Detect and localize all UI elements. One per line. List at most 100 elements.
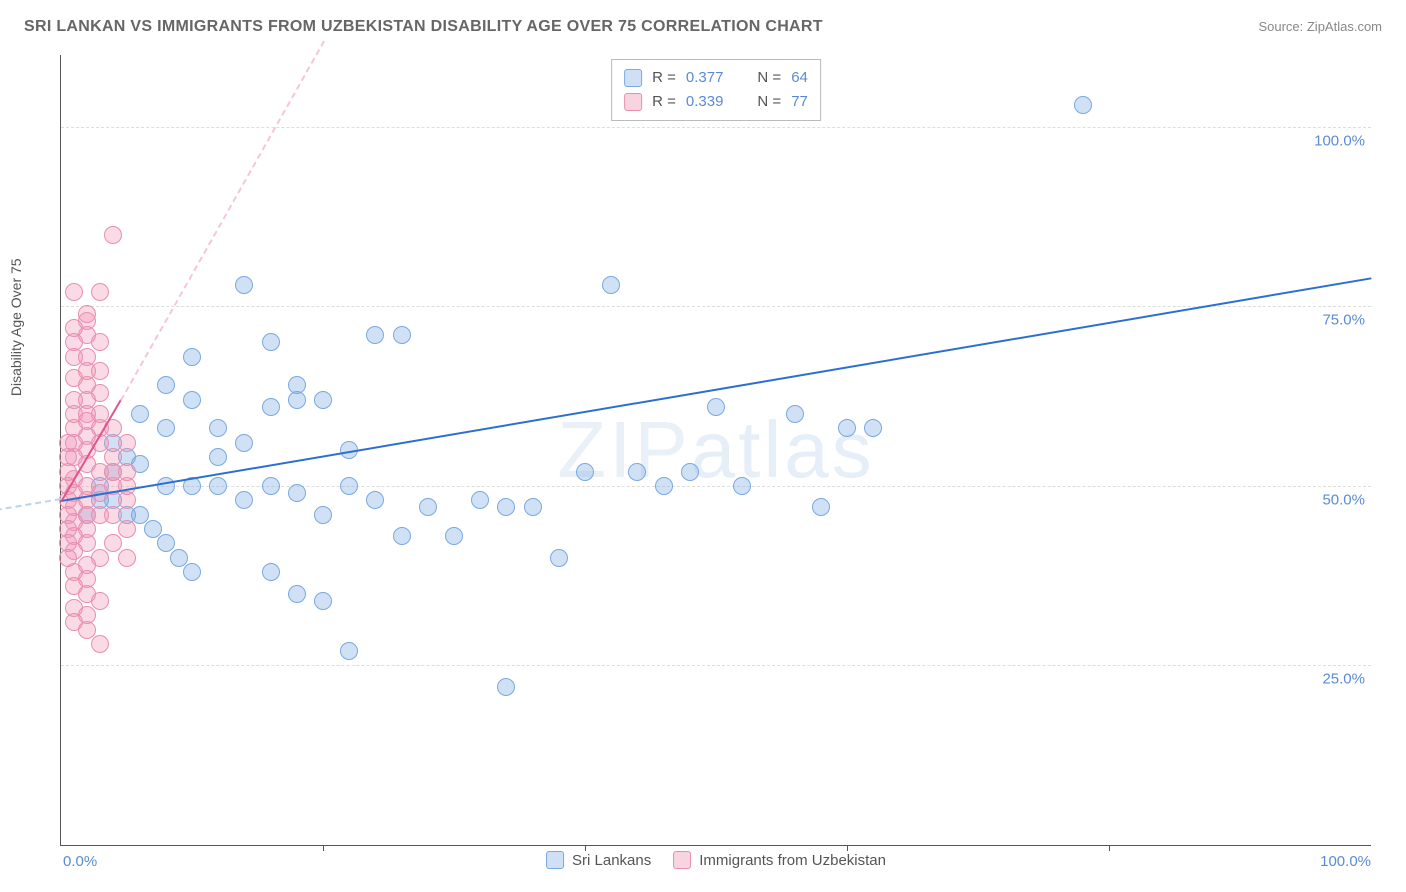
data-point — [104, 448, 122, 466]
data-point — [118, 520, 136, 538]
data-point — [170, 549, 188, 567]
legend-swatch — [546, 851, 564, 869]
data-point — [235, 434, 253, 452]
data-point — [183, 391, 201, 409]
data-point — [104, 506, 122, 524]
source-label: Source: ZipAtlas.com — [1258, 19, 1382, 34]
data-point — [209, 477, 227, 495]
data-point — [209, 448, 227, 466]
data-point — [157, 534, 175, 552]
data-point — [340, 642, 358, 660]
chart-title: SRI LANKAN VS IMMIGRANTS FROM UZBEKISTAN… — [24, 18, 823, 36]
data-point — [235, 491, 253, 509]
plot-wrap: Disability Age Over 75 ZIPatlas R =0.377… — [18, 55, 1388, 875]
data-point — [104, 226, 122, 244]
stats-legend-row: R = 0.377 N = 64 — [624, 66, 808, 90]
data-point — [157, 376, 175, 394]
trend-line — [61, 278, 1371, 503]
data-point — [340, 477, 358, 495]
data-point — [288, 585, 306, 603]
x-tick-label-left: 0.0% — [63, 853, 97, 870]
series-legend: Sri Lankans Immigrants from Uzbekistan — [546, 851, 886, 869]
watermark-atlas: atlas — [691, 405, 875, 494]
data-point — [262, 563, 280, 581]
stats-r-label: R = — [652, 90, 676, 114]
stats-r-value: 0.339 — [686, 90, 724, 114]
data-point — [104, 534, 122, 552]
data-point — [524, 498, 542, 516]
data-point — [602, 276, 620, 294]
x-tick-label-right: 100.0% — [1320, 853, 1371, 870]
data-point — [786, 405, 804, 423]
data-point — [235, 276, 253, 294]
data-point — [314, 506, 332, 524]
data-point — [118, 463, 136, 481]
legend-label: Immigrants from Uzbekistan — [699, 852, 886, 869]
chart-area: ZIPatlas R =0.377N =64R =0.339N =77 Sri … — [60, 55, 1371, 846]
data-point — [393, 326, 411, 344]
data-point — [91, 592, 109, 610]
y-tick-label: 50.0% — [1322, 491, 1365, 508]
stats-n-label: N = — [757, 90, 781, 114]
data-point — [65, 391, 83, 409]
data-point — [262, 398, 280, 416]
data-point — [288, 484, 306, 502]
data-point — [497, 678, 515, 696]
y-axis-label: Disability Age Over 75 — [8, 258, 24, 396]
data-point — [288, 376, 306, 394]
x-tick — [847, 845, 848, 851]
stats-n-value: 64 — [791, 66, 808, 90]
data-point — [157, 477, 175, 495]
data-point — [209, 419, 227, 437]
data-point — [393, 527, 411, 545]
data-point — [497, 498, 515, 516]
data-point — [314, 391, 332, 409]
stats-r-label: R = — [652, 66, 676, 90]
y-tick-label: 25.0% — [1322, 671, 1365, 688]
legend-item: Immigrants from Uzbekistan — [673, 851, 886, 869]
data-point — [59, 549, 77, 567]
data-point — [157, 419, 175, 437]
stats-n-label: N = — [757, 66, 781, 90]
data-point — [576, 463, 594, 481]
x-tick — [1109, 845, 1110, 851]
data-point — [366, 491, 384, 509]
grid-line-h — [61, 486, 1371, 487]
data-point — [91, 283, 109, 301]
data-point — [183, 563, 201, 581]
data-point — [655, 477, 673, 495]
legend-swatch — [624, 69, 642, 87]
grid-line-h — [61, 127, 1371, 128]
stats-legend-row: R =0.339N =77 — [624, 90, 808, 114]
data-point — [262, 477, 280, 495]
data-point — [314, 592, 332, 610]
data-point — [628, 463, 646, 481]
legend-swatch — [624, 93, 642, 111]
legend-label: Sri Lankans — [572, 852, 651, 869]
data-point — [78, 362, 96, 380]
legend-swatch — [673, 851, 691, 869]
data-point — [366, 326, 384, 344]
data-point — [65, 348, 83, 366]
data-point — [118, 434, 136, 452]
x-tick — [323, 845, 324, 851]
data-point — [812, 498, 830, 516]
y-tick-label: 100.0% — [1314, 132, 1365, 149]
y-tick-label: 75.0% — [1322, 312, 1365, 329]
data-point — [183, 348, 201, 366]
data-point — [131, 506, 149, 524]
data-point — [445, 527, 463, 545]
trend-line-dash — [0, 498, 61, 511]
stats-r-value: 0.377 — [686, 66, 724, 90]
data-point — [65, 319, 83, 337]
stats-legend: R =0.377N =64R =0.339N =77 — [611, 59, 821, 121]
data-point — [681, 463, 699, 481]
legend-item: Sri Lankans — [546, 851, 651, 869]
data-point — [65, 283, 83, 301]
data-point — [118, 549, 136, 567]
x-tick — [585, 845, 586, 851]
data-point — [471, 491, 489, 509]
data-point — [144, 520, 162, 538]
data-point — [78, 621, 96, 639]
trend-line-dash — [120, 41, 325, 401]
